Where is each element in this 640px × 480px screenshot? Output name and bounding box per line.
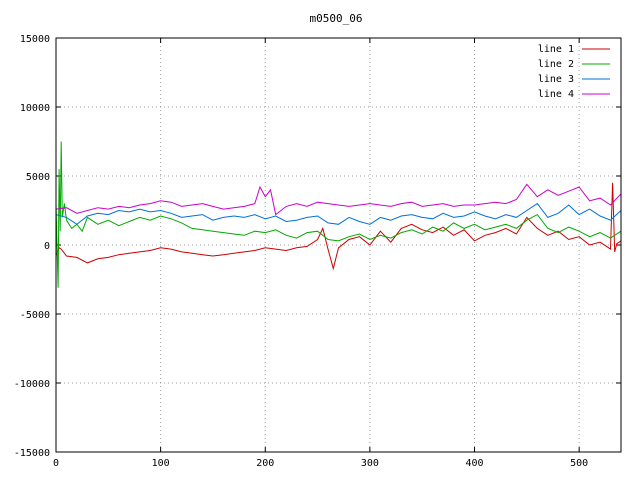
x-tick-label: 500: [570, 458, 588, 469]
legend: line 1 line 2 line 3 line 4: [538, 44, 610, 100]
series-line-3: [55, 202, 622, 225]
legend-label-4: line 4: [538, 89, 574, 100]
series-line-2: [55, 141, 622, 288]
legend-label-1: line 1: [538, 44, 574, 55]
axis-ticks: 0 100 200 300 400 500 -15000 -10000 -5000 0 5000 10…: [14, 34, 621, 469]
grid: [56, 38, 621, 452]
y-tick-label: 15000: [20, 34, 50, 45]
y-tick-label: -15000: [14, 448, 50, 459]
y-tick-label: 10000: [20, 103, 50, 114]
series-line-1: [55, 182, 622, 271]
x-tick-label: 100: [152, 458, 170, 469]
series-group: [55, 141, 622, 288]
plot-frame: [55, 37, 622, 453]
y-tick-label: -10000: [14, 379, 50, 390]
y-tick-label: 5000: [26, 172, 50, 183]
x-tick-label: 300: [361, 458, 379, 469]
y-tick-label: -5000: [20, 310, 50, 321]
legend-label-3: line 3: [538, 74, 574, 85]
x-tick-label: 200: [256, 458, 274, 469]
series-line-4: [55, 183, 622, 216]
legend-label-2: line 2: [538, 59, 574, 70]
x-tick-label: 0: [53, 458, 59, 469]
y-tick-label: 0: [44, 241, 50, 252]
x-tick-label: 400: [465, 458, 483, 469]
chart-title: m0500_06: [310, 12, 363, 25]
